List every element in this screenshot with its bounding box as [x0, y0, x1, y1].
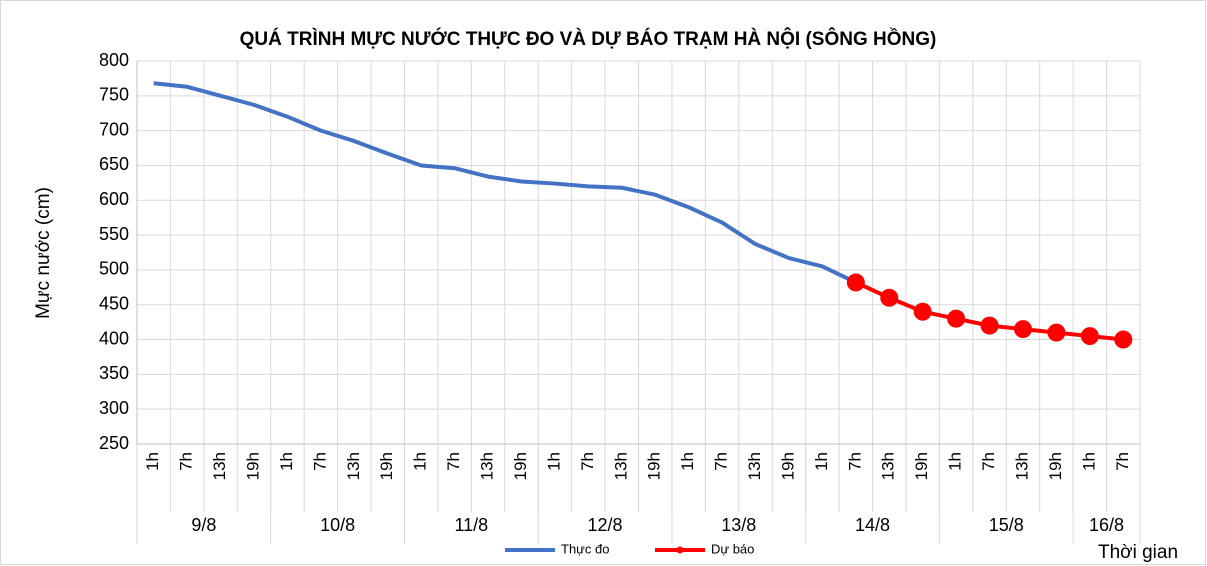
legend-label: Thực đo: [561, 541, 609, 556]
x-tick-label: 7h: [845, 452, 864, 471]
x-tick-label: 13h: [879, 452, 898, 480]
group-label: 9/8: [191, 515, 216, 535]
y-tick-label: 300: [99, 398, 129, 418]
x-tick-label: 1h: [143, 452, 162, 471]
group-label: 13/8: [721, 515, 756, 535]
x-tick-label: 1h: [277, 452, 296, 471]
series-marker: [913, 302, 932, 321]
group-label: 11/8: [454, 515, 488, 535]
legend-label: Dự báo: [711, 541, 754, 556]
series-marker: [947, 309, 966, 328]
x-tick-label: 13h: [210, 452, 229, 480]
x-tick-label: 19h: [244, 452, 263, 480]
y-axis-label: Mực nước (cm): [33, 187, 54, 319]
x-tick-label: 7h: [1113, 452, 1132, 471]
y-tick-label: 700: [99, 119, 129, 139]
series-line: [153, 81, 857, 285]
x-tick-label: 7h: [712, 452, 731, 471]
x-tick-label: 1h: [678, 452, 697, 471]
y-tick-label: 350: [99, 363, 129, 383]
x-tick-label: 19h: [912, 452, 931, 480]
chart-title: QUÁ TRÌNH MỰC NƯỚC THỰC ĐO VÀ DỰ BÁO TRẠ…: [240, 28, 937, 50]
y-tick-label: 550: [99, 224, 129, 244]
x-tick-label: 13h: [344, 452, 363, 480]
x-tick-label: 13h: [1012, 452, 1031, 480]
x-tick-label: 1h: [544, 452, 563, 471]
x-tick-label: 1h: [812, 452, 831, 471]
x-tick-label: 13h: [611, 452, 630, 480]
x-tick-label: 19h: [1046, 452, 1065, 480]
series-marker: [1047, 323, 1066, 342]
y-tick-label: 800: [99, 50, 129, 70]
x-tick-label: 7h: [310, 452, 329, 471]
x-tick-label: 7h: [444, 452, 463, 471]
legend-marker: [676, 546, 684, 554]
group-label: 14/8: [855, 515, 890, 535]
y-tick-label: 500: [99, 259, 129, 279]
x-tick-label: 13h: [478, 452, 497, 480]
series-marker: [846, 273, 865, 292]
x-tick-label: 1h: [1079, 452, 1098, 471]
x-tick-label: 19h: [778, 452, 797, 480]
x-axis-label: Thời gian: [1098, 542, 1178, 563]
y-tick-label: 600: [99, 189, 129, 209]
y-tick-label: 750: [99, 85, 129, 105]
x-tick-label: 19h: [377, 452, 396, 480]
y-tick-label: 400: [99, 328, 129, 348]
y-tick-label: 650: [99, 154, 129, 174]
series-marker: [1114, 330, 1133, 349]
y-tick-label: 250: [99, 433, 129, 453]
group-label: 15/8: [989, 515, 1024, 535]
y-tick-label: 450: [99, 293, 129, 313]
x-tick-label: 1h: [411, 452, 430, 471]
series-marker: [1080, 327, 1099, 346]
x-tick-label: 7h: [177, 452, 196, 471]
x-tick-label: 1h: [946, 452, 965, 471]
x-tick-label: 7h: [578, 452, 597, 471]
x-tick-label: 7h: [979, 452, 998, 471]
group-label: 10/8: [320, 515, 355, 535]
x-tick-label: 19h: [511, 452, 530, 480]
series-marker: [880, 288, 899, 307]
group-label: 12/8: [588, 515, 623, 535]
series-marker: [1013, 320, 1032, 339]
x-tick-label: 19h: [645, 452, 664, 480]
series-marker: [980, 316, 999, 335]
x-tick-label: 13h: [745, 452, 764, 480]
group-label: 16/8: [1089, 515, 1124, 535]
